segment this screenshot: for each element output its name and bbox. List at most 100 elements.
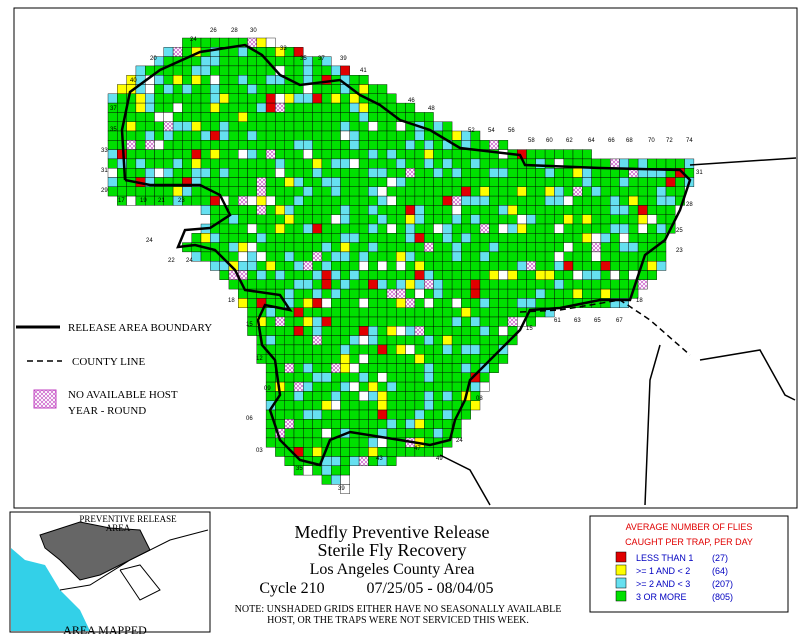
grid-cell — [377, 298, 388, 308]
grid-cell — [265, 130, 276, 141]
grid-cell — [256, 84, 267, 95]
note: HOST, OR THE TRAPS WERE NOT SERVICED THI… — [267, 615, 529, 626]
grid-cell — [312, 93, 323, 104]
grid-cell — [340, 419, 351, 429]
grid-cell — [312, 205, 323, 215]
grid-cell — [526, 195, 537, 206]
grid-cell — [293, 102, 304, 113]
grid-cell — [312, 177, 323, 188]
grid-cell — [228, 223, 239, 234]
grid-cell — [377, 307, 388, 318]
grid-cell — [256, 279, 267, 290]
grid-cell — [265, 233, 276, 243]
note: NOTE: UNSHADED GRIDS EITHER HAVE NO SEAS… — [235, 604, 562, 615]
grid-cell — [405, 391, 416, 401]
grid-cell — [628, 214, 639, 225]
grid-cell — [256, 37, 267, 48]
grid-cell — [303, 437, 313, 448]
grid-cell — [219, 223, 230, 234]
grid-cell — [414, 419, 425, 429]
grid-cell — [312, 381, 323, 392]
grid-cell — [554, 251, 564, 262]
grid-cell — [358, 409, 369, 420]
grid-label: 40 — [130, 78, 137, 84]
grid-cell — [368, 158, 378, 169]
grid-cell — [396, 121, 406, 132]
grid-cell — [433, 400, 444, 411]
grid-cell — [433, 372, 444, 383]
grid-cell — [405, 279, 416, 290]
grid-cell — [154, 102, 165, 113]
grid-cell — [414, 242, 425, 253]
grid-cell — [182, 65, 192, 76]
grid-cell — [340, 316, 351, 327]
grid-cell — [312, 428, 323, 439]
grid-cell — [628, 233, 639, 243]
grid-cell — [461, 242, 471, 253]
grid-cell — [293, 261, 304, 271]
grid-cell — [507, 279, 518, 290]
grid-cell — [284, 102, 295, 113]
grid-cell — [433, 223, 444, 234]
grid-cell — [544, 233, 555, 243]
grid-cell — [535, 242, 546, 253]
grid-cell — [489, 335, 499, 346]
grid-cell — [284, 121, 295, 132]
grid-cell — [107, 177, 118, 188]
grid-cell — [470, 186, 481, 197]
grid-cell — [656, 186, 667, 197]
grid-cell — [563, 149, 574, 160]
grid-cell — [489, 186, 499, 197]
grid-cell — [479, 335, 490, 346]
grid-cell — [219, 140, 230, 150]
grid-cell — [219, 121, 230, 132]
grid-cell — [572, 177, 583, 188]
grid-cell — [368, 112, 378, 122]
grid-cell — [442, 279, 453, 290]
grid-cell — [340, 261, 351, 271]
grid-cell — [535, 186, 546, 197]
grid-cell — [331, 186, 341, 197]
grid-cell — [275, 326, 285, 336]
grid-cell — [396, 214, 406, 225]
grid-cell — [340, 409, 351, 420]
grid-cell — [489, 233, 499, 243]
grid-cell — [293, 288, 304, 299]
grid-cell — [424, 251, 434, 262]
grid-cell — [489, 251, 499, 262]
grid-cell — [256, 177, 267, 188]
grid-cell — [424, 326, 434, 336]
grid-cell — [461, 326, 471, 336]
grid-cell — [554, 261, 564, 271]
grid-cell — [349, 409, 360, 420]
grid-cell — [358, 149, 369, 160]
grid-label: 35 — [296, 466, 303, 472]
grid-cell — [256, 167, 267, 178]
grid-cell — [386, 242, 397, 253]
grid-cell — [219, 102, 230, 113]
grid-cell — [349, 279, 360, 290]
grid-cell — [386, 326, 397, 336]
grid-cell — [340, 177, 351, 188]
grid-cell — [386, 344, 397, 355]
grid-cell — [414, 372, 425, 383]
grid-cell — [377, 149, 388, 160]
grid-cell — [582, 288, 592, 299]
grid-cell — [284, 316, 295, 327]
grid-cell — [572, 186, 583, 197]
grid-cell — [340, 167, 351, 178]
grid-cell — [237, 84, 248, 95]
grid-cell — [675, 158, 685, 169]
grid-cell — [163, 186, 174, 197]
grid-cell — [377, 93, 388, 104]
grid-cell — [200, 93, 211, 104]
grid-cell — [442, 344, 453, 355]
grid-cell — [396, 251, 406, 262]
grid-cell — [247, 121, 258, 132]
grid-cell — [303, 270, 313, 281]
grid-cell — [377, 381, 388, 392]
grid-cell — [154, 149, 165, 160]
grid-cell — [424, 447, 434, 457]
grid-cell — [405, 112, 416, 122]
grid-cell — [396, 316, 406, 327]
